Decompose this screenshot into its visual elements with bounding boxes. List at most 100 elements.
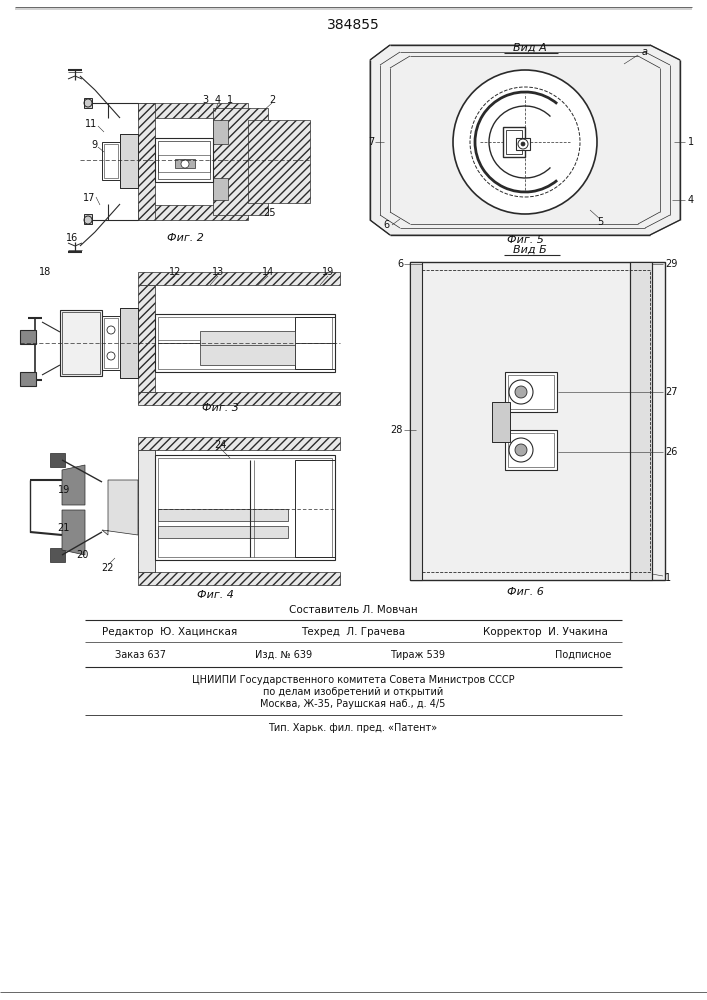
Polygon shape	[102, 480, 138, 535]
Text: Москва, Ж-35, Раушская наб., д. 4/5: Москва, Ж-35, Раушская наб., д. 4/5	[260, 699, 445, 709]
Circle shape	[515, 386, 527, 398]
Bar	[155, 138, 213, 182]
Text: 24: 24	[214, 440, 226, 450]
Bar	[508, 375, 554, 409]
Bar	[506, 130, 522, 154]
Text: 14: 14	[262, 267, 274, 277]
Bar	[120, 308, 138, 378]
Text: 16: 16	[66, 233, 78, 243]
Text: 12: 12	[169, 267, 181, 277]
Polygon shape	[138, 272, 340, 285]
Bar	[158, 526, 288, 538]
Text: 25: 25	[264, 208, 276, 218]
Text: Вид А: Вид А	[513, 43, 547, 53]
Bar	[422, 270, 650, 572]
Text: Составитель Л. Мовчан: Составитель Л. Мовчан	[288, 605, 417, 615]
Circle shape	[515, 444, 527, 456]
Polygon shape	[138, 103, 155, 220]
Text: Заказ 637: Заказ 637	[115, 650, 166, 660]
Text: Тип. Харьк. фил. пред. «Патент»: Тип. Харьк. фил. пред. «Патент»	[269, 723, 438, 733]
Text: Техред  Л. Грачева: Техред Л. Грачева	[301, 627, 405, 637]
Bar	[508, 433, 554, 467]
Text: 19: 19	[58, 485, 70, 495]
Polygon shape	[62, 510, 85, 555]
Polygon shape	[138, 450, 155, 572]
Circle shape	[509, 438, 533, 462]
Polygon shape	[370, 45, 680, 235]
Text: 1: 1	[227, 95, 233, 105]
Polygon shape	[50, 453, 65, 467]
Text: Тираж 539: Тираж 539	[390, 650, 445, 660]
Circle shape	[518, 139, 528, 149]
Text: Изд. № 639: Изд. № 639	[255, 650, 312, 660]
Text: 11: 11	[85, 119, 97, 129]
Text: 9: 9	[91, 140, 97, 150]
Bar	[505, 430, 557, 470]
Text: 18: 18	[39, 267, 51, 277]
Bar	[410, 262, 665, 580]
Polygon shape	[62, 465, 85, 505]
Polygon shape	[158, 155, 210, 172]
Text: 2: 2	[269, 95, 275, 105]
Text: 13: 13	[212, 267, 224, 277]
Text: 19: 19	[322, 267, 334, 277]
Text: Фиг. 6: Фиг. 6	[506, 587, 544, 597]
Text: по делам изобретений и открытий: по делам изобретений и открытий	[263, 687, 443, 697]
Text: Фиг. 2: Фиг. 2	[167, 233, 204, 243]
Text: Корректор  И. Учакина: Корректор И. Учакина	[483, 627, 607, 637]
Text: 6: 6	[397, 259, 403, 269]
Text: 22: 22	[102, 563, 115, 573]
Text: 1: 1	[665, 573, 671, 583]
Bar	[503, 127, 525, 157]
Text: 28: 28	[391, 425, 403, 435]
Polygon shape	[138, 437, 340, 450]
Text: 20: 20	[76, 550, 88, 560]
Bar	[84, 98, 92, 108]
Bar	[104, 318, 118, 368]
Polygon shape	[138, 572, 340, 585]
Polygon shape	[120, 308, 138, 378]
Bar	[102, 316, 120, 370]
Text: Фиг. 4: Фиг. 4	[197, 590, 233, 600]
Text: 384855: 384855	[327, 18, 380, 32]
Text: Подписное: Подписное	[555, 650, 612, 660]
Circle shape	[107, 326, 115, 334]
Bar	[505, 372, 557, 412]
Bar	[295, 460, 335, 557]
Text: Фиг. 5: Фиг. 5	[506, 235, 544, 245]
Polygon shape	[248, 120, 310, 203]
Polygon shape	[138, 205, 248, 220]
Text: 27: 27	[665, 387, 677, 397]
Bar	[158, 155, 210, 172]
Polygon shape	[138, 103, 248, 118]
Text: Редактор  Ю. Хацинская: Редактор Ю. Хацинская	[103, 627, 238, 637]
Bar	[492, 402, 510, 442]
Polygon shape	[120, 134, 138, 188]
Polygon shape	[213, 120, 228, 144]
Bar	[62, 312, 100, 374]
Text: 7: 7	[368, 137, 374, 147]
Bar	[60, 310, 102, 376]
Text: 29: 29	[665, 259, 677, 269]
Bar	[158, 458, 332, 557]
Bar	[200, 341, 295, 365]
Text: 17: 17	[83, 193, 95, 203]
Polygon shape	[138, 285, 155, 392]
Bar	[102, 142, 120, 180]
Bar	[158, 317, 332, 369]
Text: 21: 21	[58, 523, 70, 533]
Text: ЦНИИПИ Государственного комитета Совета Министров СССР: ЦНИИПИ Государственного комитета Совета …	[192, 675, 514, 685]
Text: a: a	[642, 47, 648, 57]
Bar	[20, 330, 36, 344]
Bar	[200, 331, 295, 345]
Text: 26: 26	[665, 447, 677, 457]
Polygon shape	[50, 548, 65, 562]
Bar	[295, 317, 335, 369]
Bar	[516, 138, 530, 150]
Text: 3: 3	[202, 95, 208, 105]
Circle shape	[521, 142, 525, 146]
Bar	[410, 262, 422, 580]
Text: Фиг. 3: Фиг. 3	[201, 403, 238, 413]
Bar	[158, 141, 210, 179]
Polygon shape	[138, 392, 340, 405]
